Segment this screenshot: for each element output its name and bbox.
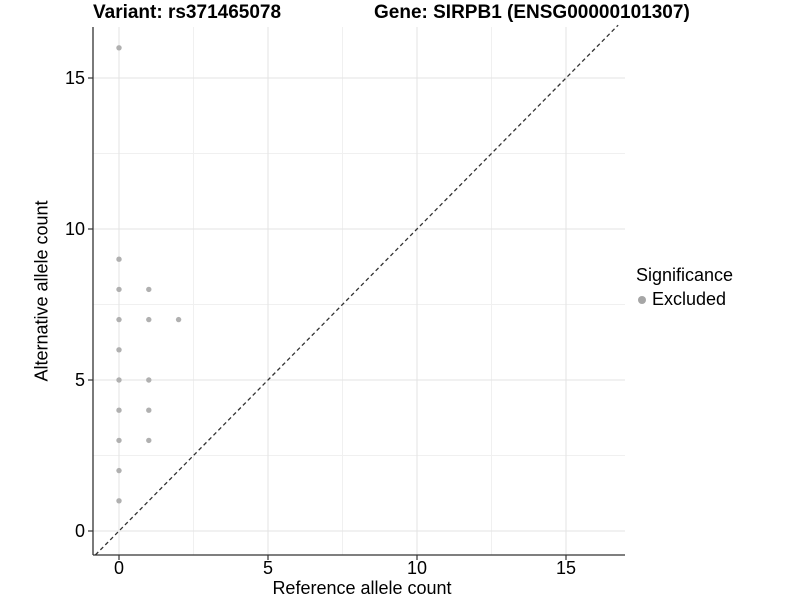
data-point xyxy=(116,467,122,474)
variant-title: Variant: rs371465078 xyxy=(93,2,282,23)
legend-entry-excluded: Excluded xyxy=(636,289,733,310)
data-point xyxy=(116,286,122,293)
data-point xyxy=(116,316,122,323)
y-tick-label: 15 xyxy=(65,68,85,88)
data-point xyxy=(146,377,152,383)
x-axis-title: Reference allele count xyxy=(272,578,452,598)
data-point xyxy=(116,256,122,262)
data-point xyxy=(146,407,152,413)
identity-line xyxy=(94,24,619,556)
legend-entry-label: Excluded xyxy=(652,289,727,309)
y-tick-label: 5 xyxy=(75,370,85,390)
excluded-point-icon xyxy=(638,295,646,304)
legend-title: Significance xyxy=(636,265,734,285)
legend: Significance Excluded xyxy=(636,265,733,310)
data-point xyxy=(146,286,152,293)
data-point xyxy=(175,316,182,323)
y-tick-label: 0 xyxy=(75,521,85,541)
data-point xyxy=(116,407,122,413)
data-point xyxy=(146,437,152,444)
x-tick-label: 5 xyxy=(263,558,273,578)
data-point xyxy=(116,45,122,51)
y-tick-label: 10 xyxy=(65,219,85,239)
x-tick-label: 15 xyxy=(556,558,576,578)
data-point xyxy=(116,347,122,353)
y-axis-title: Alternative allele count xyxy=(31,200,52,382)
data-point xyxy=(116,377,122,383)
x-tick-label: 0 xyxy=(114,558,124,578)
x-tick-label: 10 xyxy=(407,558,427,578)
gene-title: Gene: SIRPB1 (ENSG00000101307) xyxy=(374,2,690,23)
data-point xyxy=(116,437,122,444)
data-point xyxy=(146,316,152,323)
data-point xyxy=(116,498,122,504)
